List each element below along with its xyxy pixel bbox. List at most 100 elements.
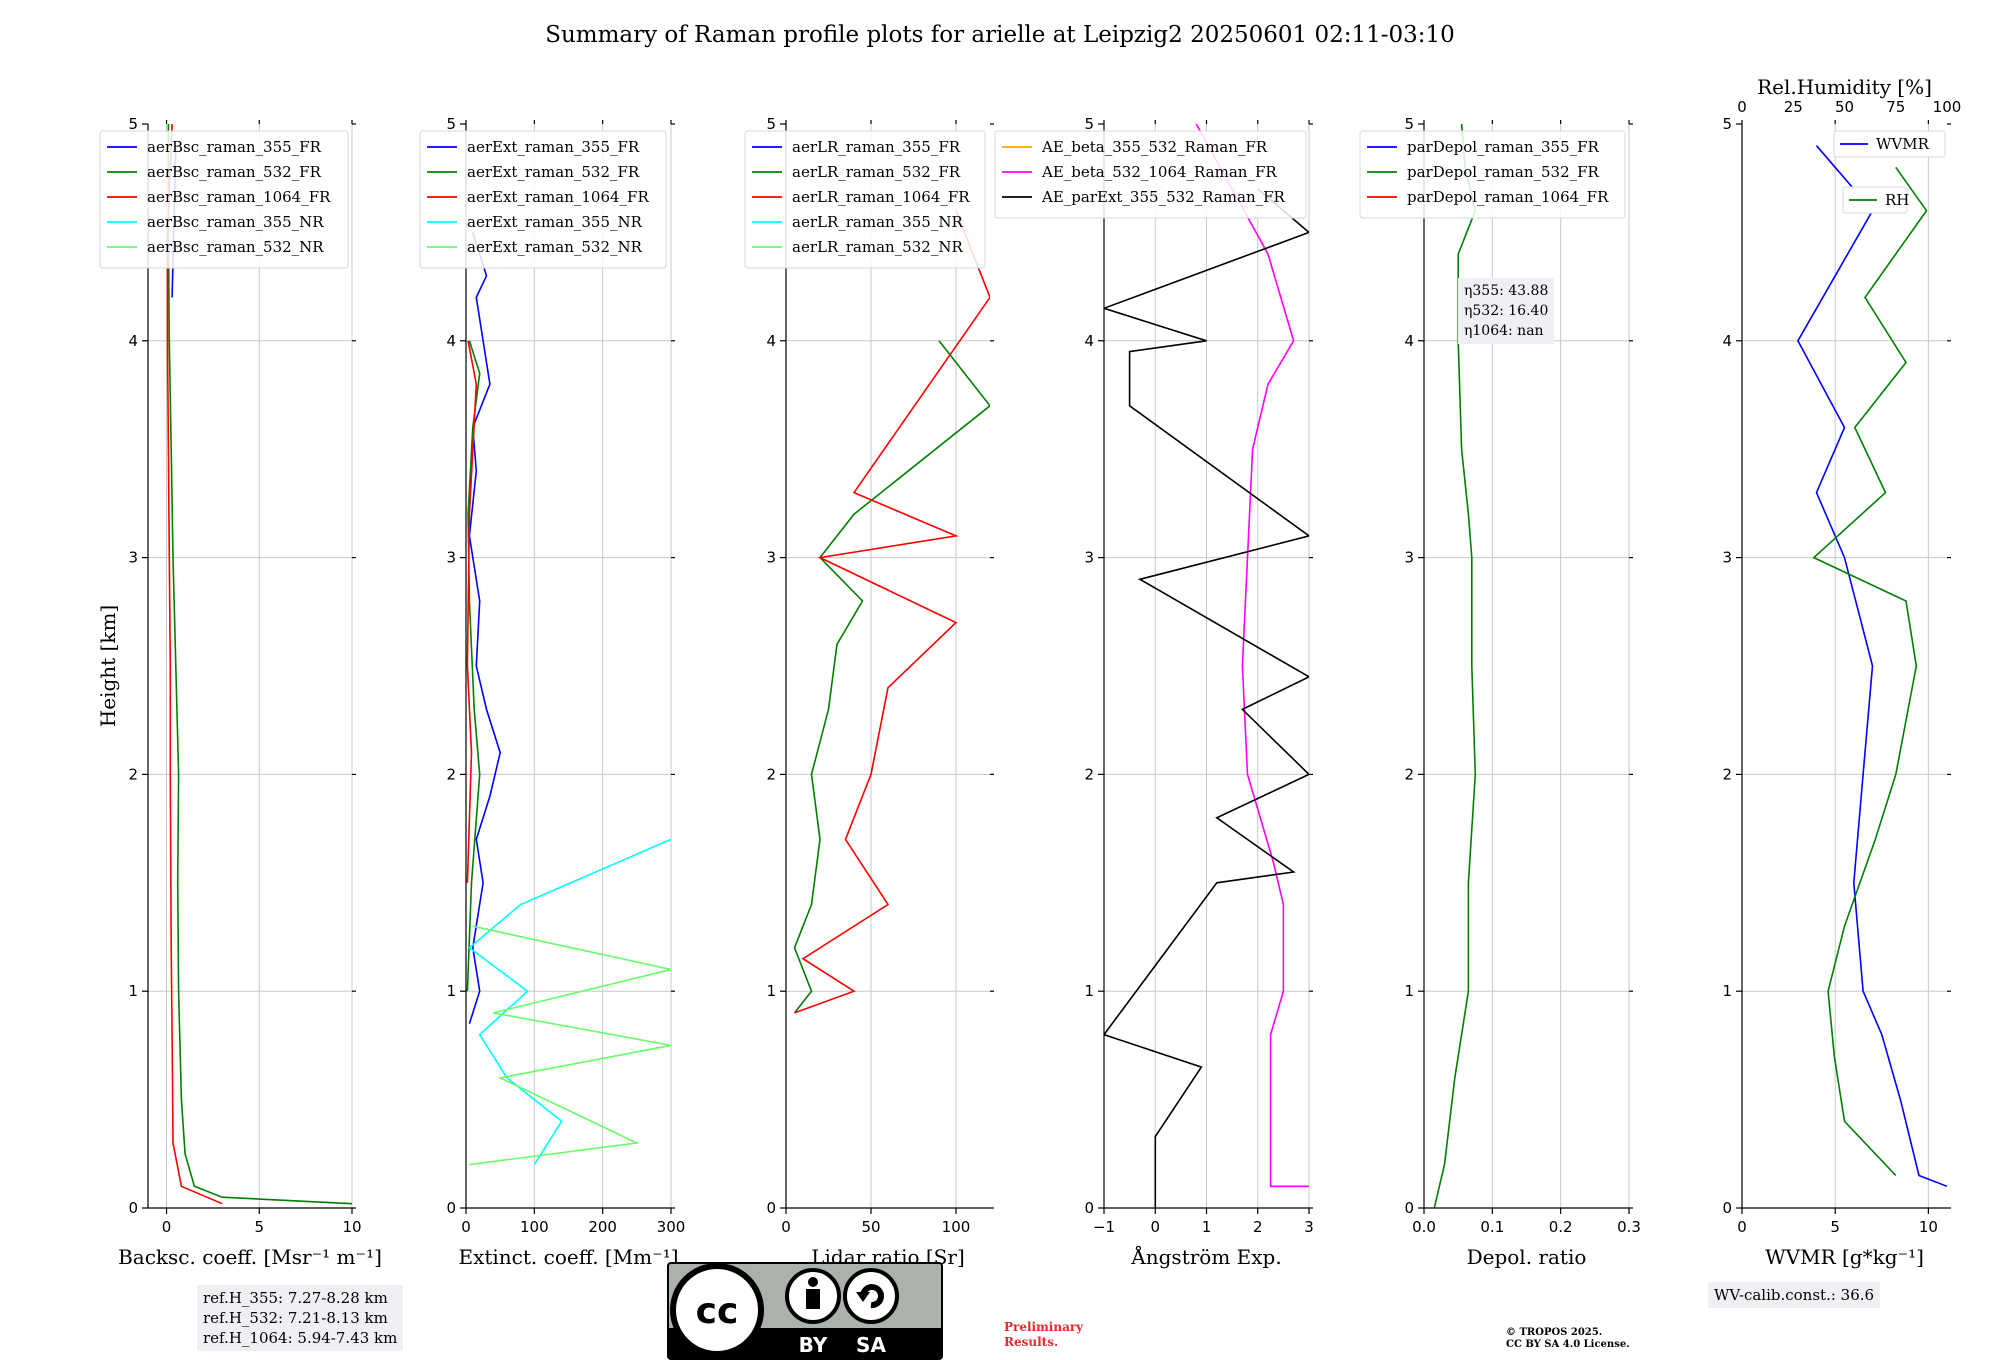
series-line-aerLR_raman_532_FR (793, 340, 990, 1014)
ref-height-355: ref.H_355: 7.27-8.28 km (203, 1289, 388, 1307)
ref-height-532: ref.H_532: 7.21-8.13 km (203, 1309, 388, 1327)
x2-tick-label: 25 (1784, 98, 1803, 116)
y-axis-label: Height [km] (96, 605, 120, 727)
y-tick-label: 2 (128, 765, 138, 783)
x-tick-label: 2 (1253, 1218, 1263, 1236)
legend-label: aerBsc_raman_532_FR (147, 163, 322, 181)
series-line-WVMR (1796, 145, 1947, 1188)
y-tick-label: 1 (1722, 982, 1732, 1000)
legend-label: aerBsc_raman_1064_FR (147, 188, 331, 206)
y-tick-label: 5 (1722, 115, 1732, 133)
legend-label: aerExt_raman_355_NR (467, 213, 643, 231)
series-line-AE_beta_532_1064_Raman_FR (1195, 124, 1309, 1188)
figure-title: Summary of Raman profile plots for ariel… (545, 22, 1455, 48)
series-line-aerExt_raman_355_NR (468, 838, 671, 1166)
legend-label: aerLR_raman_355_FR (792, 138, 961, 156)
legend-box (994, 130, 1307, 219)
series-line-aerExt_raman_532_FR (466, 340, 481, 992)
x-axis-label: Ångström Exp. (1130, 1244, 1281, 1269)
x-tick-label: 0 (162, 1218, 172, 1236)
x-tick-label: 5 (254, 1218, 264, 1236)
y-tick-label: 2 (1404, 765, 1414, 783)
legend-label: AE_beta_532_1064_Raman_FR (1041, 163, 1277, 181)
y-tick-label: 4 (1722, 332, 1732, 350)
x-tick-label: 0 (1150, 1218, 1160, 1236)
legend-label: aerLR_raman_532_NR (792, 238, 963, 256)
y-tick-label: 5 (446, 115, 456, 133)
panel-5: 0.0 0.1 0.2 0.3 0 1 2 3 4 5 Depol. ratio parDepol_r… (1359, 115, 1641, 1269)
series-line-aerBsc_raman_532_FR (167, 124, 352, 1205)
y-tick-label: 1 (128, 982, 138, 1000)
y-tick-label: 3 (1084, 549, 1094, 567)
series-line-AE_parExt_355_532_Raman_FR (1104, 188, 1309, 1208)
series-line-RH (1812, 166, 1928, 1177)
legend-label: AE_parExt_355_532_Raman_FR (1041, 188, 1286, 206)
legend-label: RH (1885, 191, 1909, 209)
x-tick-label: 0.3 (1617, 1218, 1641, 1236)
y-tick-label: 1 (766, 982, 776, 1000)
x-axis-label: Extinct. coeff. [Mm⁻¹] (458, 1245, 678, 1269)
legend-label: parDepol_raman_532_FR (1407, 163, 1600, 181)
legend-label: aerBsc_raman_532_NR (147, 238, 324, 256)
series-line-aerBsc_raman_1064_FR (166, 124, 223, 1205)
x-tick-label: 0 (461, 1218, 471, 1236)
legend-label: aerLR_raman_532_FR (792, 163, 961, 181)
copyright-line-1: © TROPOS 2025. (1506, 1327, 1603, 1338)
x-tick-label: −1 (1093, 1218, 1115, 1236)
legend-label: parDepol_raman_355_FR (1407, 138, 1600, 156)
x-axis-label: Backsc. coeff. [Msr⁻¹ m⁻¹] (118, 1245, 382, 1269)
y-tick-label: 4 (1084, 332, 1094, 350)
wv-calib-box: WV-calib.const.: 36.6 (1708, 1282, 1881, 1308)
y-tick-label: 5 (766, 115, 776, 133)
ref-height-1064: ref.H_1064: 5.94-7.43 km (203, 1329, 398, 1347)
preliminary-results-note: Preliminary Results. (1004, 1320, 1083, 1350)
x-tick-label: 5 (1830, 1218, 1840, 1236)
x2-tick-label: 50 (1835, 98, 1854, 116)
y-tick-label: 4 (1404, 332, 1414, 350)
x-tick-label: 100 (942, 1218, 971, 1236)
eta-532: η532: 16.40 (1464, 303, 1549, 319)
x2-tick-label: 0 (1737, 98, 1747, 116)
x-tick-label: 0.0 (1412, 1218, 1436, 1236)
y-tick-label: 5 (128, 115, 138, 133)
depol-eta-box: η355: 43.88 η532: 16.40 η1064: nan (1458, 278, 1555, 344)
y-tick-label: 0 (766, 1199, 776, 1217)
legend-box (1833, 130, 1946, 158)
x-tick-label: 10 (342, 1218, 361, 1236)
y-tick-label: 4 (128, 332, 138, 350)
legend-label: aerLR_raman_1064_FR (792, 188, 970, 206)
y-tick-label: 1 (446, 982, 456, 1000)
y-tick-label: 1 (1084, 982, 1094, 1000)
y-tick-label: 5 (1084, 115, 1094, 133)
y-tick-label: 3 (1722, 549, 1732, 567)
y-tick-label: 4 (446, 332, 456, 350)
x-tick-label: 0 (1737, 1218, 1747, 1236)
series-line-aerExt_raman_532_NR (469, 925, 671, 1166)
legend-box (419, 130, 667, 269)
y-tick-label: 3 (128, 549, 138, 567)
x-tick-label: 1 (1202, 1218, 1212, 1236)
legend-label: AE_beta_355_532_Raman_FR (1041, 138, 1268, 156)
cc-by-sa-license-logo: cc BY SA (667, 1262, 943, 1360)
y-tick-label: 2 (1722, 765, 1732, 783)
x-tick-label: 200 (588, 1218, 617, 1236)
legend-box (99, 130, 349, 269)
y-tick-label: 5 (1404, 115, 1414, 133)
legend-label: aerLR_raman_355_NR (792, 213, 963, 231)
legend-label: aerBsc_raman_355_NR (147, 213, 324, 231)
x-tick-label: 10 (1919, 1218, 1938, 1236)
y-tick-label: 0 (1722, 1199, 1732, 1217)
y-tick-label: 2 (446, 765, 456, 783)
x2-axis-label: Rel.Humidity [%] (1757, 75, 1932, 99)
cc-icon (670, 1263, 764, 1357)
y-tick-label: 3 (1404, 549, 1414, 567)
series-line-aerLR_raman_1064_FR (794, 210, 990, 1014)
x-tick-label: 0.1 (1480, 1218, 1504, 1236)
x-tick-label: 300 (657, 1218, 686, 1236)
copyright-note: © TROPOS 2025. CC BY SA 4.0 License. (1506, 1327, 1630, 1351)
x-axis-label: WVMR [g*kg⁻¹] (1765, 1245, 1924, 1269)
legend-box (1359, 130, 1626, 219)
legend-label: aerExt_raman_355_FR (467, 138, 640, 156)
